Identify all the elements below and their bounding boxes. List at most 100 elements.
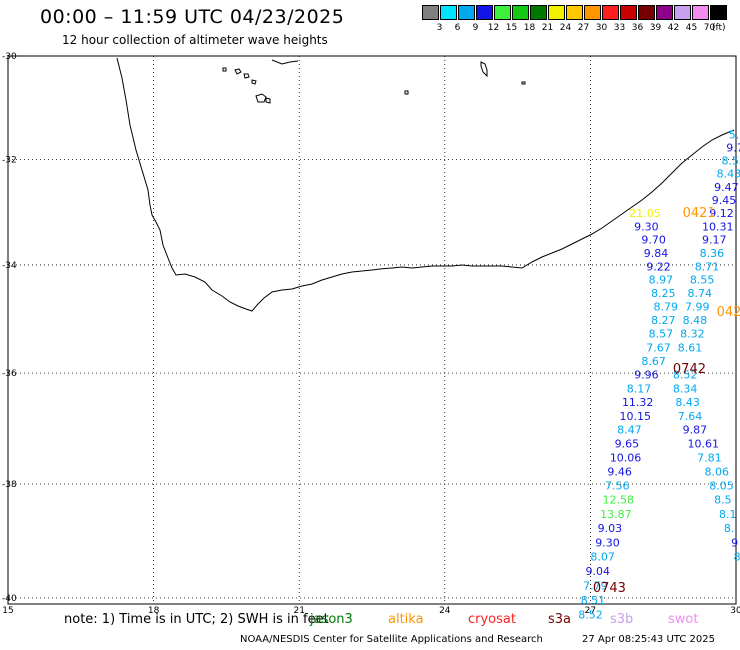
wave-height-value: 7.81 [697, 452, 722, 465]
wave-height-value: 9.84 [644, 247, 669, 260]
wave-height-value: 9.30 [595, 536, 620, 549]
wave-height-value: 12.58 [603, 494, 635, 507]
lon-tick-label: 27 [585, 606, 596, 616]
legend-label: 24 [559, 23, 572, 33]
wave-height-value: 9.87 [683, 424, 708, 437]
map-title: 00:00 – 11:59 UTC 04/23/2025 [40, 6, 345, 28]
legend-label: 18 [523, 23, 536, 33]
legend-unit: (ft) [712, 23, 726, 33]
lon-tick-label: 24 [439, 606, 451, 616]
wave-height-value: 7.79 [583, 579, 608, 592]
legend-label: 42 [667, 23, 680, 33]
lat-tick-label: -36 [2, 369, 17, 379]
wave-height-value: 8.48 [683, 314, 708, 327]
satellite-name: s3a [548, 612, 572, 627]
legend-swatch [494, 5, 511, 20]
lat-tick-label: -38 [2, 480, 17, 490]
legend-label: 12 [487, 23, 500, 33]
wave-height-value: 8.5 [714, 494, 732, 507]
wave-height-value: 11.32 [622, 396, 654, 409]
axis-tick-labels: 15 18 21 24 27 30 -30 -32 -34 -36 -38 -40 [2, 52, 740, 616]
wave-height-value: 8.57 [649, 328, 674, 341]
wave-height-value: 8.1 [719, 508, 737, 521]
graticule [8, 56, 736, 604]
pass-time-label: 0421 [683, 206, 716, 221]
wave-height-value: 8.61 [678, 341, 703, 354]
legend-swatch [512, 5, 529, 20]
legend-swatch [458, 5, 475, 20]
wave-height-value: 9 [731, 536, 738, 549]
legend-swatch [638, 5, 655, 20]
wave-height-value: 8.05 [709, 480, 734, 493]
wave-height-value: 8.32 [680, 328, 705, 341]
wave-height-value: 10.15 [620, 410, 652, 423]
wave-height-value: 9.70 [641, 234, 666, 247]
footer-credit: NOAA/NESDIS Center for Satellite Applica… [240, 634, 543, 645]
legend-label: 3 [436, 23, 443, 33]
legend-swatch [710, 5, 727, 20]
legend-swatch [548, 5, 565, 20]
wave-height-value: 9.22 [646, 260, 671, 273]
wave-height-value: 7.56 [605, 480, 630, 493]
pass-time-label: 0423 [717, 305, 740, 320]
wave-height-value: 8.52 [673, 369, 698, 382]
wave-height-value: 8.47 [617, 424, 642, 437]
legend-label: 70 [703, 23, 716, 33]
wave-height-value: 8.17 [627, 382, 652, 395]
pass-time-label: 0743 [593, 581, 626, 596]
wave-height-value: 8 [734, 551, 740, 564]
wave-height-value: 8.07 [590, 551, 615, 564]
legend-label: 27 [577, 23, 590, 33]
wave-height-value: 8.55 [721, 155, 740, 168]
legend-swatch [674, 5, 691, 20]
wave-height-value: 7.67 [646, 341, 671, 354]
satellite-name: swot [668, 612, 699, 627]
wave-height-value: 9.17 [702, 234, 727, 247]
lat-tick-label: -30 [2, 52, 17, 62]
wave-height-value: 9.96 [634, 369, 659, 382]
pass-time-label: 0742 [673, 362, 706, 377]
pass-time-labels: 0421 0423 0742 0743 [593, 206, 740, 596]
wave-height-value: 8.55 [690, 274, 715, 287]
wave-height-value: 8.27 [651, 314, 676, 327]
satellite-name: cryosat [468, 612, 516, 627]
lat-tick-label: -34 [2, 261, 17, 271]
wave-height-value: 8.52 [578, 608, 603, 621]
lat-tick-label: -40 [2, 594, 17, 604]
lon-tick-label: 30 [730, 606, 740, 616]
wave-height-value: 13.87 [600, 508, 632, 521]
wave-height-value: 9.65 [615, 438, 640, 451]
map-subtitle: 12 hour collection of altimeter wave hei… [62, 33, 328, 47]
wave-height-value: 9.30 [634, 220, 659, 233]
legend-swatch [566, 5, 583, 20]
legend-label: 45 [685, 23, 698, 33]
legend-label: 30 [595, 23, 608, 33]
legend-swatch [656, 5, 673, 20]
legend-swatch [584, 5, 601, 20]
legend-label: 9 [472, 23, 479, 33]
legend-label: 36 [631, 23, 644, 33]
wave-height-value: 9.12 [709, 207, 734, 220]
wave-height-value: 8.43 [717, 168, 740, 181]
wave-height-value: 9.47 [714, 181, 739, 194]
wave-height-value: 8.71 [695, 260, 720, 273]
wave-height-value: 8.97 [649, 274, 674, 287]
wave-height-value: 9.71 [726, 142, 740, 155]
coastline [116, 57, 735, 312]
lat-tick-label: -32 [2, 155, 17, 165]
wave-height-value: 10.31 [702, 220, 734, 233]
legend-swatch [422, 5, 439, 20]
wave-height-value: 8.25 [651, 287, 676, 300]
wave-height-value: 8.79 [653, 301, 678, 314]
wave-height-value: 9.45 [712, 194, 737, 207]
legend-label: 15 [505, 23, 518, 33]
note-text: note: 1) Time is in UTC; 2) SWH is in fe… [64, 612, 329, 627]
legend-label: 33 [613, 23, 626, 33]
wave-height-value: 10.06 [610, 452, 642, 465]
legend-swatch [602, 5, 619, 20]
satellite-name: s3b [610, 612, 634, 627]
wave-height-value: 8.36 [700, 247, 725, 260]
altimeter-track-labels: 5.539.718.558.439.479.459.1210.319.178.3… [578, 128, 740, 621]
wave-height-value: 8.43 [675, 396, 700, 409]
